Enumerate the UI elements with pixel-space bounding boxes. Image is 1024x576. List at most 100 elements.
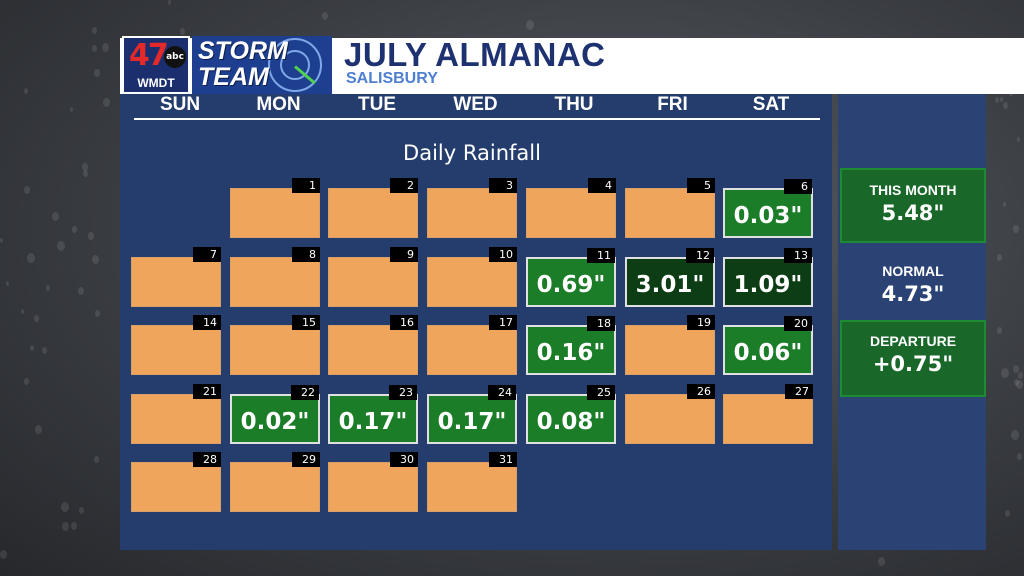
raindrop: [997, 254, 1002, 261]
raindrop: [6, 281, 9, 286]
raindrop: [103, 98, 110, 107]
date-label: 11: [587, 248, 615, 263]
raindrop: [35, 425, 42, 434]
this-month-label: THIS MONTH: [869, 182, 957, 198]
raindrop: [995, 97, 999, 103]
day-header-fri: FRI: [657, 94, 688, 115]
raindrop: [78, 287, 84, 295]
date-label: 29: [292, 452, 320, 467]
date-label: 9: [390, 247, 418, 262]
date-label: 19: [687, 315, 715, 330]
rainfall-amount: 0.06": [733, 340, 803, 366]
raindrop: [24, 186, 30, 194]
raindrop: [92, 45, 97, 52]
calendar-day-7: 7: [131, 247, 221, 307]
raindrop: [92, 27, 97, 34]
raindrop: [83, 170, 88, 177]
date-label: 31: [489, 452, 517, 467]
day-header-sat: SAT: [752, 94, 790, 115]
raindrop: [30, 345, 34, 351]
calendar-day-28: 28: [131, 452, 221, 512]
raindrop: [1003, 102, 1008, 109]
raindrop: [1017, 137, 1020, 142]
rainfall-amount: 0.17": [437, 409, 507, 435]
raindrop: [70, 107, 73, 112]
raindrop: [79, 507, 84, 514]
raindrop: [21, 309, 24, 314]
calendar-day-31: 31: [427, 452, 517, 512]
raindrop: [46, 285, 50, 291]
raindrop: [72, 226, 77, 233]
calendar-day-18: 18 0.16": [526, 316, 616, 375]
date-label: 23: [389, 385, 417, 400]
raindrop: [61, 502, 69, 512]
rainfall-amount: 3.01": [635, 272, 705, 298]
raindrop: [1003, 202, 1006, 207]
calendar-day-23: 23 0.17": [328, 385, 418, 444]
calendar-day-26: 26: [625, 384, 715, 444]
raindrop: [0, 238, 3, 243]
this-month-value: 5.48": [881, 201, 945, 225]
calendar-day-9: 9: [328, 247, 418, 307]
date-label: 12: [686, 248, 714, 263]
date-label: 16: [390, 315, 418, 330]
date-label: 5: [687, 178, 715, 193]
raindrop: [1011, 430, 1019, 440]
date-label: 21: [193, 384, 221, 399]
calendar-day-8: 8: [230, 247, 320, 307]
raindrop: [1016, 380, 1023, 389]
calendar-day-20: 20 0.06": [723, 316, 813, 375]
calendar-day-10: 10: [427, 247, 517, 307]
date-label: 18: [587, 316, 615, 331]
date-label: 17: [489, 315, 517, 330]
normal-label: NORMAL: [882, 263, 944, 279]
calendar-day-11: 11 0.69": [526, 248, 616, 307]
raindrop: [24, 378, 29, 385]
raindrop: [95, 310, 100, 317]
raindrop: [62, 522, 69, 531]
rainfall-amount: 0.03": [733, 203, 803, 229]
date-label: 27: [785, 384, 813, 399]
rainfall-amount: 0.08": [536, 409, 606, 435]
date-label: 13: [784, 248, 812, 263]
raindrop: [878, 557, 885, 566]
normal-box: NORMAL 4.73": [840, 256, 986, 312]
calendar-day-14: 14: [131, 315, 221, 375]
date-label: 15: [292, 315, 320, 330]
raindrop: [94, 69, 100, 77]
calendar-day-19: 19: [625, 315, 715, 375]
calendar-day-15: 15: [230, 315, 320, 375]
date-label: 4: [588, 178, 616, 193]
calendar-day-25: 25 0.08": [526, 385, 616, 444]
raindrop: [1013, 365, 1019, 373]
date-label: 28: [193, 452, 221, 467]
raindrop: [997, 327, 1002, 334]
raindrop: [52, 212, 59, 221]
raindrop: [1005, 510, 1010, 517]
raindrop: [0, 550, 7, 559]
rainfall-amount: 1.09": [733, 272, 803, 298]
rainfall-amount: 0.17": [338, 409, 408, 435]
calendar-day-24: 24 0.17": [427, 385, 517, 444]
storm-team-logo: STORM TEAM: [192, 36, 332, 94]
rainfall-amount: 0.16": [536, 340, 606, 366]
header-divider: [134, 118, 820, 120]
date-label: 14: [193, 315, 221, 330]
raindrop: [27, 253, 35, 263]
date-label: 1: [292, 178, 320, 193]
raindrop: [34, 315, 39, 322]
date-label: 26: [687, 384, 715, 399]
raindrop: [1014, 379, 1019, 386]
raindrop: [1018, 372, 1023, 379]
raindrop: [168, 0, 171, 5]
calendar-day-2: 2: [328, 178, 418, 238]
day-header-tue: TUE: [358, 94, 396, 115]
raindrop: [1000, 97, 1003, 102]
calendar-day-30: 30: [328, 452, 418, 512]
location-subtitle: SALISBURY: [346, 70, 438, 87]
raindrop: [82, 163, 88, 171]
date-label: 20: [784, 316, 812, 331]
station-number: 47: [129, 38, 169, 73]
date-label: 24: [488, 385, 516, 400]
calendar-day-22: 22 0.02": [230, 385, 320, 444]
